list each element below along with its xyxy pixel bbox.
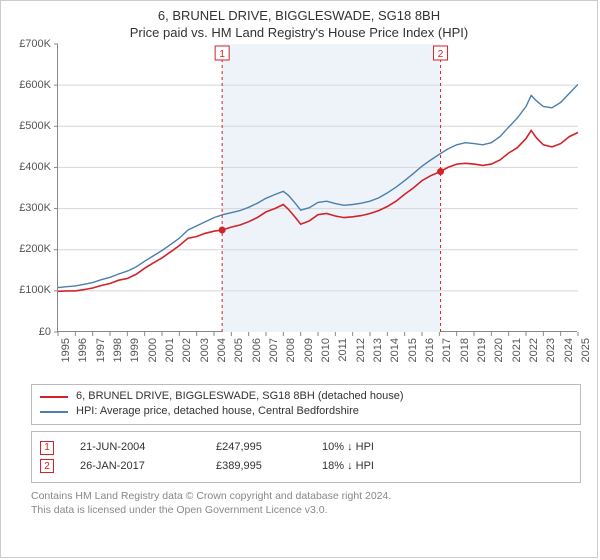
y-axis-labels: £0£100K£200K£300K£400K£500K£600K£700K	[9, 44, 53, 332]
x-tick-label: 2008	[285, 338, 297, 362]
x-tick-label: 2012	[355, 338, 367, 362]
plot-region: 12	[57, 44, 577, 332]
x-tick-label: 2014	[389, 338, 401, 362]
x-tick-label: 2023	[545, 338, 557, 362]
y-tick-label: £700K	[19, 38, 51, 50]
legend: 6, BRUNEL DRIVE, BIGGLESWADE, SG18 8BH (…	[31, 384, 581, 426]
chart-subtitle: Price paid vs. HM Land Registry's House …	[9, 25, 589, 40]
x-tick-label: 1999	[129, 338, 141, 362]
x-tick-label: 1998	[112, 338, 124, 362]
x-tick-label: 2018	[459, 338, 471, 362]
legend-swatch	[40, 411, 68, 413]
sale-diff: 10% ↓ HPI	[322, 438, 412, 457]
x-tick-label: 2015	[407, 338, 419, 362]
sale-price: £247,995	[216, 438, 296, 457]
chart-area: £0£100K£200K£300K£400K£500K£600K£700K 12…	[9, 44, 589, 384]
y-tick-label: £600K	[19, 79, 51, 91]
sale-date: 21-JUN-2004	[80, 438, 190, 457]
sale-diff: 18% ↓ HPI	[322, 457, 412, 476]
sale-row: 2 26-JAN-2017 £389,995 18% ↓ HPI	[40, 457, 572, 476]
legend-label: 6, BRUNEL DRIVE, BIGGLESWADE, SG18 8BH (…	[76, 389, 404, 405]
sale-marker-box: 1	[40, 441, 54, 455]
attribution-line: Contains HM Land Registry data © Crown c…	[31, 489, 581, 503]
x-tick-label: 2009	[303, 338, 315, 362]
sale-price: £389,995	[216, 457, 296, 476]
y-tick-label: £500K	[19, 120, 51, 132]
x-tick-label: 1996	[77, 338, 89, 362]
x-tick-label: 2007	[268, 338, 280, 362]
x-tick-label: 2010	[320, 338, 332, 362]
svg-text:1: 1	[219, 49, 225, 60]
y-tick-label: £100K	[19, 284, 51, 296]
svg-text:2: 2	[438, 49, 444, 60]
x-tick-label: 2002	[181, 338, 193, 362]
x-tick-label: 2000	[147, 338, 159, 362]
legend-label: HPI: Average price, detached house, Cent…	[76, 404, 359, 420]
x-tick-label: 2024	[563, 338, 575, 362]
x-tick-label: 2005	[233, 338, 245, 362]
chart-container: 6, BRUNEL DRIVE, BIGGLESWADE, SG18 8BH P…	[0, 0, 598, 558]
x-tick-label: 2025	[580, 338, 592, 362]
chart-svg: 12	[58, 44, 578, 332]
legend-row: HPI: Average price, detached house, Cent…	[40, 404, 572, 420]
x-axis-labels: 1995 1996 1997 1998 1999 2000 2001 2002 2003 2004…	[57, 334, 577, 380]
x-tick-label: 2017	[441, 338, 453, 362]
sale-date: 26-JAN-2017	[80, 457, 190, 476]
x-tick-label: 2019	[476, 338, 488, 362]
sales-table: 1 21-JUN-2004 £247,995 10% ↓ HPI 2 26-JAN-201…	[31, 431, 581, 482]
sale-marker-box: 2	[40, 459, 54, 473]
legend-row: 6, BRUNEL DRIVE, BIGGLESWADE, SG18 8BH (…	[40, 389, 572, 405]
y-tick-label: £200K	[19, 243, 51, 255]
legend-swatch	[40, 396, 68, 398]
x-tick-label: 1995	[60, 338, 72, 362]
x-tick-label: 2020	[493, 338, 505, 362]
y-tick-label: £300K	[19, 202, 51, 214]
x-tick-label: 2004	[216, 338, 228, 362]
attribution-line: This data is licensed under the Open Gov…	[31, 503, 581, 517]
x-tick-label: 2013	[372, 338, 384, 362]
x-tick-label: 2016	[424, 338, 436, 362]
chart-title: 6, BRUNEL DRIVE, BIGGLESWADE, SG18 8BH	[9, 7, 589, 25]
sale-row: 1 21-JUN-2004 £247,995 10% ↓ HPI	[40, 438, 572, 457]
x-tick-label: 2021	[511, 338, 523, 362]
x-tick-label: 2011	[337, 338, 349, 362]
x-tick-label: 2001	[164, 338, 176, 362]
x-tick-label: 2022	[528, 338, 540, 362]
x-tick-label: 2003	[199, 338, 211, 362]
y-tick-label: £0	[39, 326, 51, 338]
x-tick-label: 2006	[251, 338, 263, 362]
y-tick-label: £400K	[19, 161, 51, 173]
attribution: Contains HM Land Registry data © Crown c…	[31, 489, 581, 517]
x-tick-label: 1997	[95, 338, 107, 362]
